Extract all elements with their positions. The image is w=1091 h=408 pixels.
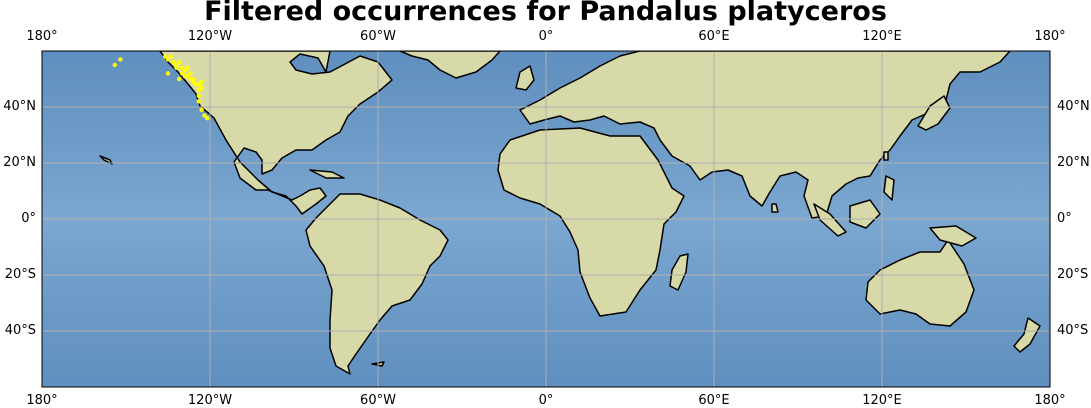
occurrence-point [171,60,176,65]
land-eurasia [519,51,1011,219]
occurrence-point [191,76,196,82]
land-greenland [399,51,501,79]
lon-tick-label-top: 120°E [862,29,902,44]
occurrence-point [165,71,171,76]
lon-tick-label-bot: 120°E [862,393,902,408]
land-philippines [883,175,895,201]
occurrence-point [179,65,185,71]
lat-tick-label-left: 20°S [4,267,36,282]
lon-tick-label-bot: 180° [26,393,58,408]
lat-tick-label-right: 20°N [1057,155,1090,170]
lat-tick-label-right: 0° [1057,211,1072,226]
occurrence-point [196,99,201,104]
occurrence-point [182,68,187,73]
lon-tick-label-top: 0° [538,29,554,44]
occurrence-point [179,71,185,76]
lat-tick-label-right: 40°N [1057,99,1090,114]
occurrence-point [196,93,201,99]
land-sri-lanka [771,203,779,213]
land-south-america [305,193,449,375]
occurrence-point [202,113,207,118]
occurrence-point [196,82,201,87]
occurrence-point [168,54,173,59]
lat-tick-label-left: 40°N [3,99,36,114]
land-new-zealand [1013,317,1041,353]
lat-tick-label-right: 40°S [1057,323,1089,338]
occurrence-point [199,79,204,85]
occurrence-point [174,65,179,71]
occurrence-point [182,74,187,79]
land-australia [865,239,975,327]
land-sumatra [813,203,847,237]
lon-tick-label-bot: 0° [538,393,554,408]
lon-tick-label-bot: 60°E [698,393,730,408]
land-hawaii [99,155,113,165]
lon-tick-label-top: 180° [26,29,58,44]
occurrence-point [199,85,204,90]
occurrence-point [177,76,182,82]
land-british-isles [515,65,535,91]
lon-tick-label-bot: 180° [1034,393,1066,408]
map-title: Filtered occurrences for Pandalus platyc… [204,0,887,27]
occurrence-point [112,62,118,68]
lat-tick-label-right: 20°S [1057,267,1089,282]
lat-tick-label-left: 0° [21,211,36,226]
lon-tick-label-top: 60°E [698,29,730,44]
lon-tick-label-top: 60°W [360,29,396,44]
land-north-america [159,51,393,215]
lon-tick-label-top: 120°W [187,29,233,44]
occurrence-point [163,54,168,59]
lon-tick-label-bot: 120°W [187,393,233,408]
lon-tick-label-bot: 60°W [360,393,396,408]
land-taiwan [883,151,889,161]
land-madagascar [669,253,689,291]
occurrence-point [118,57,123,62]
land-new-guinea [929,225,977,247]
land-japan [917,95,951,131]
occurrence-point [205,116,210,121]
occurrence-point [185,65,190,71]
land-cuba [309,169,345,179]
lat-tick-label-left: 40°S [4,323,36,338]
occurrence-point [188,71,193,76]
lat-tick-label-left: 20°N [3,155,36,170]
land-africa [497,127,685,317]
occurrence-point [165,57,171,62]
lon-tick-label-top: 180° [1034,29,1066,44]
occurrence-point [199,107,204,113]
occurrence-point [177,60,182,65]
map-frame [41,50,1051,388]
occurrence-point [196,88,201,93]
